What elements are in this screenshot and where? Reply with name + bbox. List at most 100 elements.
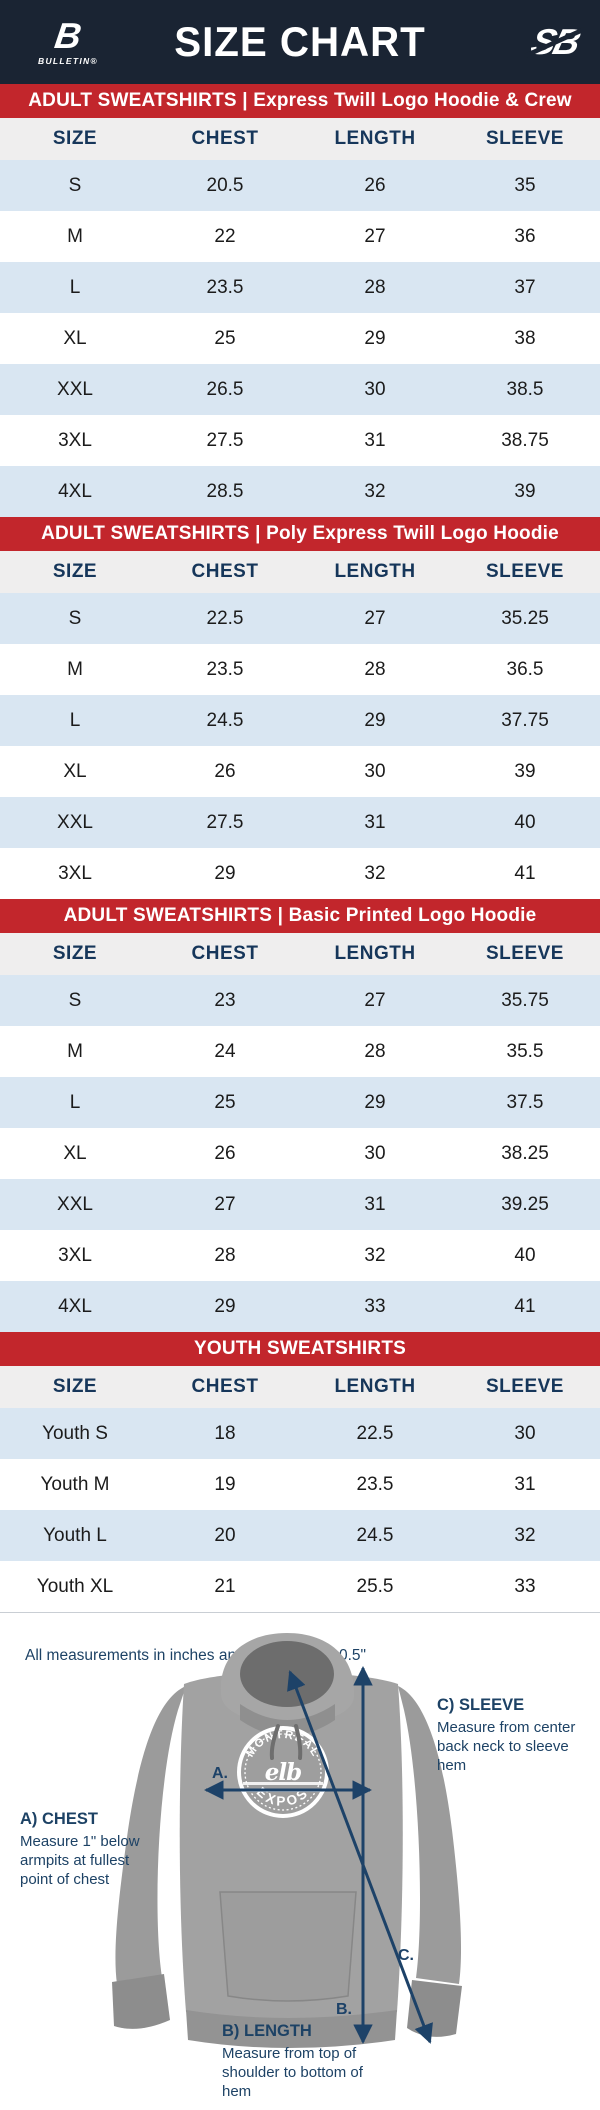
sleeve-callout: C) SLEEVE Measure from center back neck … xyxy=(437,1696,597,1776)
size-table-section: ADULT SWEATSHIRTS | Basic Printed Logo H… xyxy=(0,899,600,1332)
table-head: SIZE CHEST LENGTH SLEEVE xyxy=(0,1366,600,1408)
measurement-cell: 30 xyxy=(364,378,386,400)
measurement-cell: 22.5 xyxy=(206,607,244,629)
length-callout: B) LENGTH Measure from top of shoulder t… xyxy=(222,2022,374,2102)
column-header: LENGTH xyxy=(300,551,450,593)
measurement-cell: 29 xyxy=(364,327,386,349)
measurement-cell: 31 xyxy=(364,811,386,833)
measurement-cell: 26.5 xyxy=(206,378,244,400)
measurement-cell: 31 xyxy=(364,429,386,451)
table-row: XL 25 29 38 xyxy=(0,313,600,364)
measurement-cell: 32 xyxy=(364,862,386,884)
size-cell: Youth L xyxy=(43,1524,107,1546)
size-cell: M xyxy=(67,1040,83,1062)
chest-callout-title: A) CHEST xyxy=(20,1810,98,1828)
sb-logo: SB xyxy=(486,21,583,62)
measurement-cell: 37.5 xyxy=(506,1091,544,1113)
size-table-section: ADULT SWEATSHIRTS | Poly Express Twill L… xyxy=(0,517,600,899)
measurement-cell: 41 xyxy=(514,862,536,884)
size-cell: M xyxy=(67,225,83,247)
measurement-cell: 27.5 xyxy=(206,429,244,451)
size-cell: 3XL xyxy=(58,862,92,884)
measurement-cell: 18 xyxy=(214,1422,236,1444)
measurement-cell: 40 xyxy=(514,811,536,833)
length-callout-desc: Measure from top of shoulder to bottom o… xyxy=(222,2045,363,2101)
table-body: Youth S 18 22.5 30 Youth M 19 23.5 31 Youth L 20 2… xyxy=(0,1408,600,1613)
measurement-cell: 37 xyxy=(514,276,536,298)
table-row: L 23.5 28 37 xyxy=(0,262,600,313)
column-header: CHEST xyxy=(150,551,300,593)
table-body: S 20.5 26 35 M 22 27 36 L 23.5 28 37 XL 25 29 38 XXL 26.5… xyxy=(0,160,600,517)
hood-opening xyxy=(240,1641,334,1707)
table-row: XL 26 30 38.25 xyxy=(0,1128,600,1179)
measurement-cell: 25 xyxy=(214,327,236,349)
measurement-cell: 20 xyxy=(214,1524,236,1546)
size-table: SIZE CHEST LENGTH SLEEVE S 22.5 27 35.25 M 23.5 28… xyxy=(0,551,600,899)
table-row: Youth S 18 22.5 30 xyxy=(0,1408,600,1459)
column-header: SLEEVE xyxy=(450,118,600,160)
table-row: S 22.5 27 35.25 xyxy=(0,593,600,644)
measurement-cell: 28 xyxy=(364,658,386,680)
measurement-cell: 32 xyxy=(514,1524,536,1546)
column-header: CHEST xyxy=(150,933,300,975)
measurement-cell: 27 xyxy=(364,607,386,629)
column-header-row: SIZE CHEST LENGTH SLEEVE xyxy=(0,551,600,593)
measurement-cell: 31 xyxy=(514,1473,536,1495)
measurement-cell: 30 xyxy=(364,760,386,782)
size-cell: XXL xyxy=(57,378,93,400)
measurement-cell: 36.5 xyxy=(506,658,544,680)
size-cell: S xyxy=(68,989,82,1011)
left-cuff xyxy=(112,1974,170,2029)
hoodie-illustration: MONTRÉAL EXPOS elb A. B. C. xyxy=(112,1633,462,2048)
measurement-cell: 22.5 xyxy=(356,1422,394,1444)
size-table-section: YOUTH SWEATSHIRTS SIZE CHEST LENGTH SLEEVE Yo… xyxy=(0,1332,600,1613)
table-row: Youth M 19 23.5 31 xyxy=(0,1459,600,1510)
bulletin-wordmark: BULLETIN® xyxy=(38,56,98,66)
column-header-row: SIZE CHEST LENGTH SLEEVE xyxy=(0,933,600,975)
measurement-cell: 26 xyxy=(214,760,236,782)
measurement-cell: 38 xyxy=(514,327,536,349)
table-head: SIZE CHEST LENGTH SLEEVE xyxy=(0,551,600,593)
table-body: S 23 27 35.75 M 24 28 35.5 L 25 29 37.5 XL 26 30 38.25 X… xyxy=(0,975,600,1332)
measurement-cell: 24.5 xyxy=(206,709,244,731)
measurement-cell: 39.25 xyxy=(501,1193,549,1215)
size-cell: XL xyxy=(63,1142,87,1164)
bulletin-b-icon: B xyxy=(52,15,84,56)
size-cell: 3XL xyxy=(58,1244,92,1266)
column-header: SIZE xyxy=(0,551,150,593)
table-row: M 24 28 35.5 xyxy=(0,1026,600,1077)
table-row: L 24.5 29 37.75 xyxy=(0,695,600,746)
page-title: SIZE CHART xyxy=(174,18,426,65)
measurement-cell: 35.75 xyxy=(501,989,549,1011)
measurement-cell: 30 xyxy=(514,1422,536,1444)
tables-container: ADULT SWEATSHIRTS | Express Twill Logo H… xyxy=(0,84,600,1613)
measurement-diagram: MONTRÉAL EXPOS elb A. B. C. C) SLEEVE Me… xyxy=(0,1630,600,2110)
table-row: XXL 27.5 31 40 xyxy=(0,797,600,848)
size-cell: Youth S xyxy=(42,1422,108,1444)
size-table: SIZE CHEST LENGTH SLEEVE S 23 27 35.75 M 24 28 35.5… xyxy=(0,933,600,1332)
measurement-cell: 28 xyxy=(364,276,386,298)
measurement-cell: 38.75 xyxy=(501,429,549,451)
measurement-cell: 23.5 xyxy=(206,658,244,680)
table-head: SIZE CHEST LENGTH SLEEVE xyxy=(0,933,600,975)
size-cell: L xyxy=(69,709,81,731)
table-head: SIZE CHEST LENGTH SLEEVE xyxy=(0,118,600,160)
length-callout-title: B) LENGTH xyxy=(222,2022,312,2040)
section-banner: ADULT SWEATSHIRTS | Basic Printed Logo H… xyxy=(0,899,600,933)
sleeve-callout-desc: Measure from center back neck to sleeve … xyxy=(437,1719,576,1775)
table-row: XXL 26.5 30 38.5 xyxy=(0,364,600,415)
measurement-cell: 26 xyxy=(364,174,386,196)
size-cell: S xyxy=(68,174,82,196)
team-logo-mark: elb xyxy=(265,1759,301,1786)
table-row: M 23.5 28 36.5 xyxy=(0,644,600,695)
measurement-cell: 32 xyxy=(364,1244,386,1266)
measurement-cell: 21 xyxy=(214,1575,236,1597)
kangaroo-pocket xyxy=(219,1891,357,2002)
column-header-row: SIZE CHEST LENGTH SLEEVE xyxy=(0,118,600,160)
measurement-cell: 25.5 xyxy=(356,1575,394,1597)
measurement-cell: 28.5 xyxy=(206,480,244,502)
table-row: 3XL 27.5 31 38.75 xyxy=(0,415,600,466)
measurement-cell: 33 xyxy=(364,1295,386,1317)
header-banner: B BULLETIN® SIZE CHART SB xyxy=(0,0,600,84)
measurement-cell: 38.5 xyxy=(506,378,544,400)
